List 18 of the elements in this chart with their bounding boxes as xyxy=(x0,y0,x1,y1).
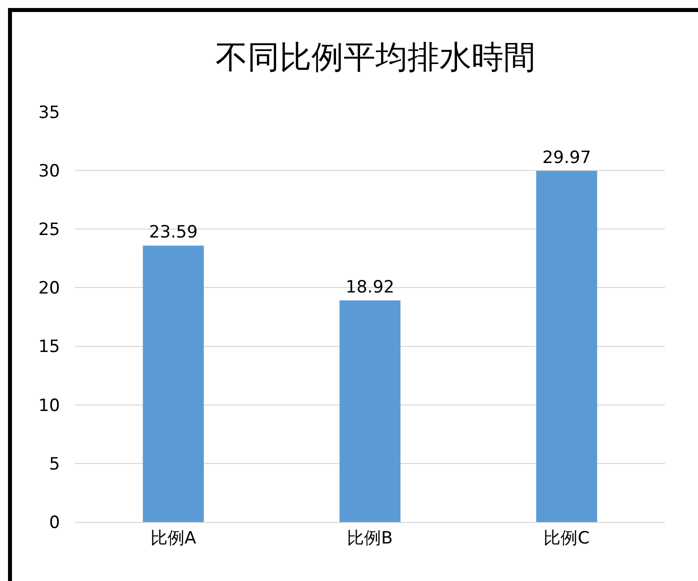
data-label: 23.59 xyxy=(149,222,198,243)
chart-title: 不同比例平均排水時間 xyxy=(216,38,536,76)
y-tick-label: 25 xyxy=(38,220,60,240)
y-tick-label: 20 xyxy=(38,278,60,299)
y-tick-label: 35 xyxy=(38,102,60,123)
data-label: 18.92 xyxy=(346,277,394,298)
y-tick-label: 15 xyxy=(38,337,60,358)
y-tick-label: 0 xyxy=(49,512,60,533)
x-tick-label: 比例B xyxy=(347,528,393,548)
bar xyxy=(536,170,598,522)
data-label: 29.97 xyxy=(542,148,591,168)
y-tick-label: 10 xyxy=(38,396,60,416)
x-tick-label: 比例C xyxy=(544,528,590,548)
y-tick-label: 5 xyxy=(49,454,60,474)
y-tick-label: 30 xyxy=(38,162,60,182)
x-tick-label: 比例A xyxy=(150,528,197,548)
bar xyxy=(340,300,400,522)
bar xyxy=(142,246,204,522)
